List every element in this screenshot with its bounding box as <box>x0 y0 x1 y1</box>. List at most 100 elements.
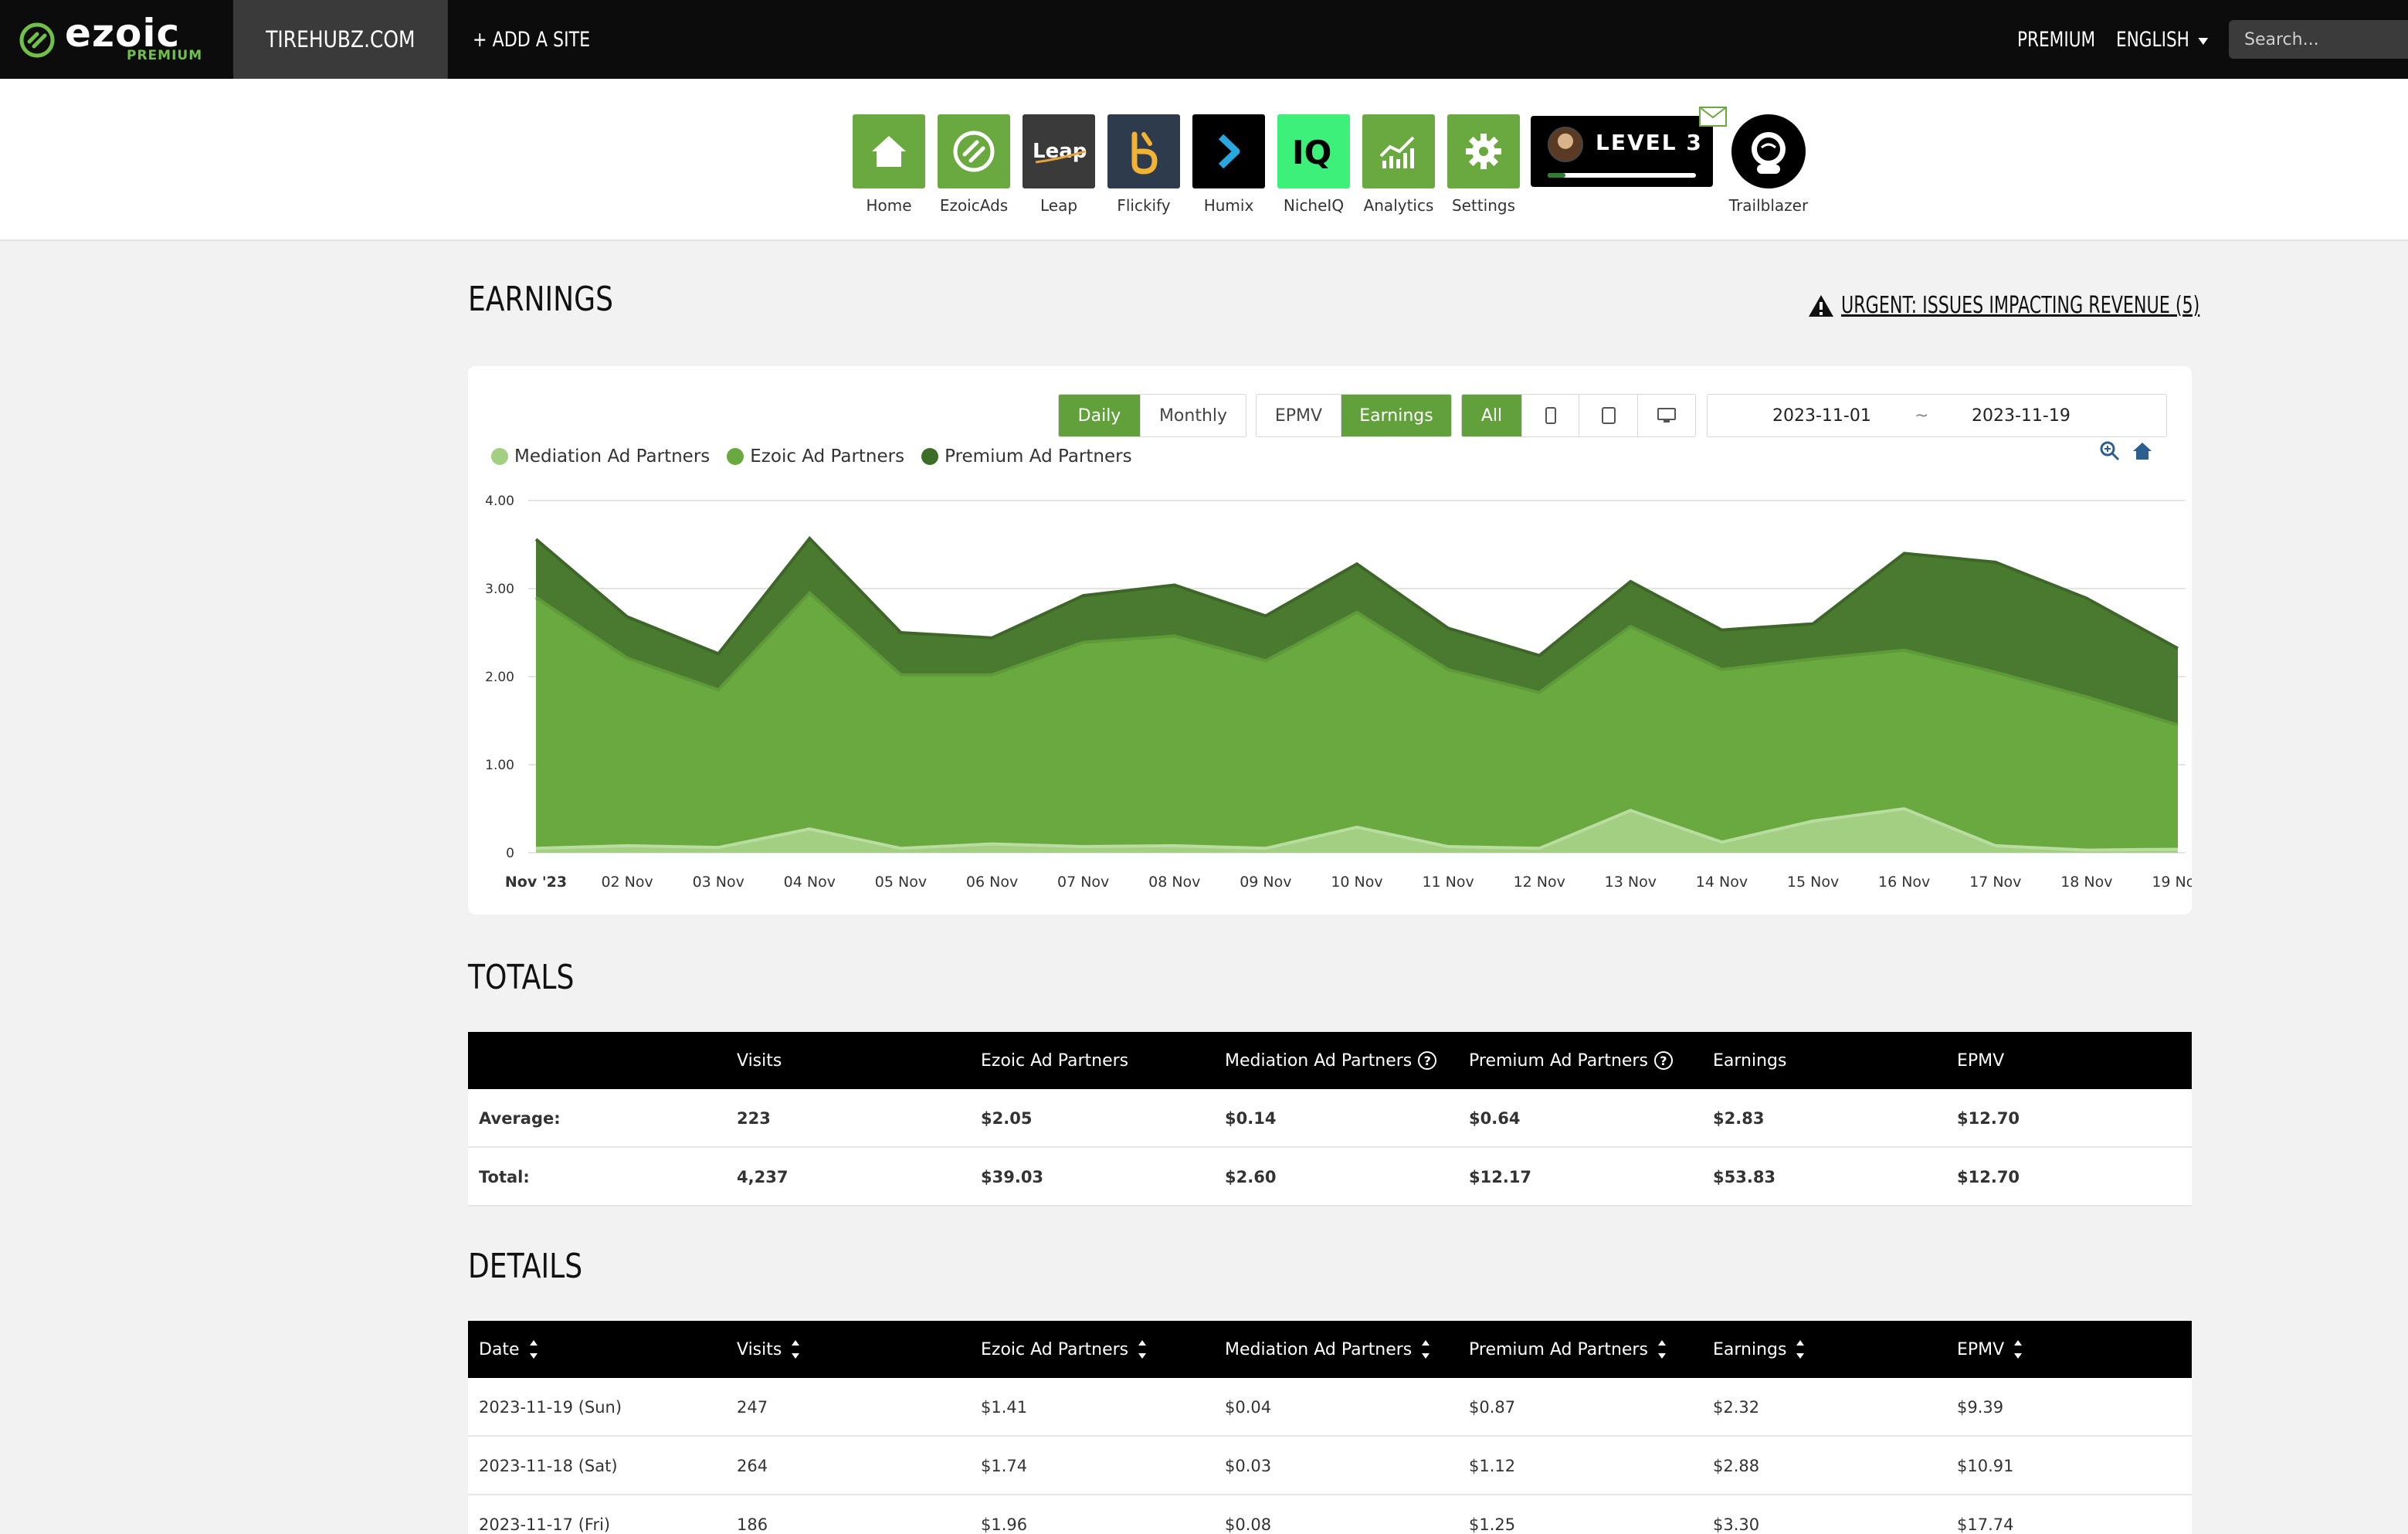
app-nicheiq[interactable]: IQ NicheIQ <box>1277 114 1350 215</box>
level-badge[interactable]: LEVEL 3 <box>1531 116 1713 187</box>
mail-icon[interactable] <box>1699 107 1727 127</box>
column-header-label: Mediation Ad Partners <box>1225 1339 1413 1359</box>
x-tick-label: 19 Nov <box>2152 874 2192 891</box>
column-header-label: Visits <box>737 1050 782 1071</box>
app-settings[interactable]: Settings <box>1447 114 1520 215</box>
app-launcher-strip: Home EzoicAds Leap Leap Flickify Humix I… <box>0 79 2408 241</box>
table-cell: $0.64 <box>1469 1109 1521 1128</box>
app-analytics[interactable]: Analytics <box>1362 114 1435 215</box>
x-tick-label: 10 Nov <box>1331 874 1382 891</box>
table-cell: $2.60 <box>1225 1168 1277 1186</box>
urgent-issues-link[interactable]: URGENT: ISSUES IMPACTING REVENUE (5) <box>1807 292 2325 319</box>
series-line-2 <box>534 535 2179 657</box>
chart-legend: Mediation Ad Partners Ezoic Ad Partners … <box>491 446 1149 467</box>
details-table: Date Visits Ezoic Ad Partners Mediation Ad … <box>468 1321 2192 1534</box>
column-header[interactable]: Ezoic Ad Partners <box>981 1321 1147 1378</box>
table-cell: 247 <box>737 1398 768 1417</box>
app-label: NicheIQ <box>1283 196 1345 215</box>
app-label: Flickify <box>1117 196 1171 215</box>
flickify-icon <box>1107 114 1180 188</box>
column-header: EPMV <box>1957 1032 2004 1089</box>
sort-icon[interactable] <box>529 1338 538 1361</box>
sort-icon[interactable] <box>2013 1338 2023 1361</box>
table-cell: $0.03 <box>1225 1457 1272 1475</box>
x-tick-label: 07 Nov <box>1057 874 1109 891</box>
legend-item-premium[interactable]: Premium Ad Partners <box>921 446 1132 467</box>
table-cell: 4,237 <box>737 1168 789 1186</box>
x-tick-label: 13 Nov <box>1605 874 1657 891</box>
search-input[interactable] <box>2229 20 2408 59</box>
x-tick-label: 04 Nov <box>784 874 836 891</box>
sort-icon[interactable] <box>1657 1338 1667 1361</box>
app-label: Humix <box>1203 196 1254 215</box>
legend-dot <box>491 448 508 465</box>
all-devices-button[interactable]: All <box>1462 395 1522 436</box>
earnings-button[interactable]: Earnings <box>1341 395 1451 436</box>
ezoicads-icon <box>938 114 1010 188</box>
language-dropdown[interactable]: ENGLISH <box>2116 0 2208 79</box>
x-tick-label: 03 Nov <box>693 874 744 891</box>
area-ezoic-ad-partners <box>536 592 2178 853</box>
logo-word: ezoic <box>65 11 181 56</box>
column-header[interactable]: EPMV <box>1957 1321 2023 1378</box>
add-site-link[interactable]: + ADD A SITE <box>473 27 591 52</box>
desktop-device-button[interactable] <box>1638 395 1695 436</box>
app-ezoicads[interactable]: EzoicAds <box>938 114 1010 215</box>
app-flickify[interactable]: Flickify <box>1107 114 1180 215</box>
site-selector-tab[interactable]: TIREHUBZ.COM <box>233 0 448 79</box>
column-header-label: Earnings <box>1713 1339 1787 1359</box>
column-header[interactable]: Date <box>479 1321 538 1378</box>
app-leap[interactable]: Leap Leap <box>1023 114 1095 215</box>
details-title: DETAILS <box>468 1247 583 1286</box>
premium-link[interactable]: PREMIUM <box>2017 27 2096 52</box>
help-icon[interactable]: ? <box>1418 1051 1437 1070</box>
table-cell: $12.17 <box>1469 1168 1532 1186</box>
monthly-button[interactable]: Monthly <box>1158 406 1228 426</box>
help-icon[interactable]: ? <box>1653 1051 1673 1070</box>
period-toggle: Daily Monthly <box>1058 394 1246 437</box>
mobile-icon <box>1545 407 1556 424</box>
trailblazer-badge[interactable]: Trailblazer <box>1729 114 1808 215</box>
sort-icon[interactable] <box>1796 1338 1805 1361</box>
table-header: Visits Ezoic Ad Partners Mediation Ad Part… <box>468 1032 2192 1089</box>
table-cell: 2023-11-18 (Sat) <box>479 1457 618 1475</box>
y-tick-label: 4.00 <box>485 494 514 509</box>
table-cell: $1.25 <box>1469 1515 1516 1534</box>
table-row: Total: 4,237 $39.03 $2.60 $12.17 $53.83 $12.70 <box>468 1148 2192 1206</box>
level-label: LEVEL 3 <box>1596 130 1703 155</box>
x-tick-label: 06 Nov <box>966 874 1018 891</box>
table-cell: $12.70 <box>1957 1109 2020 1128</box>
column-header[interactable]: Mediation Ad Partners <box>1225 1321 1430 1378</box>
column-header[interactable]: Premium Ad Partners <box>1469 1321 1667 1378</box>
tablet-icon <box>1601 407 1616 424</box>
epmv-button[interactable]: EPMV <box>1257 395 1341 436</box>
table-row: 2023-11-17 (Fri) 186 $1.96 $0.08 $1.25 $3.30 $… <box>468 1495 2192 1534</box>
x-tick-label: Nov '23 <box>505 874 567 891</box>
app-humix[interactable]: Humix <box>1192 114 1265 215</box>
x-tick-label: 15 Nov <box>1787 874 1839 891</box>
app-label: Analytics <box>1363 196 1434 215</box>
column-header: Ezoic Ad Partners <box>981 1032 1128 1089</box>
app-label: Home <box>866 196 912 215</box>
table-row: 2023-11-18 (Sat) 264 $1.74 $0.03 $1.12 $2.88 $… <box>468 1437 2192 1495</box>
column-header[interactable]: Earnings <box>1713 1321 1805 1378</box>
mobile-device-button[interactable] <box>1522 395 1579 436</box>
sort-icon[interactable] <box>1421 1338 1430 1361</box>
reset-zoom-home-icon[interactable] <box>2132 440 2153 462</box>
tablet-device-button[interactable] <box>1579 395 1638 436</box>
sort-icon[interactable] <box>791 1338 800 1361</box>
series-line-0 <box>535 806 2179 852</box>
date-range-picker[interactable]: 2023-11-01 ~ 2023-11-19 <box>1707 394 2167 437</box>
column-header[interactable]: Visits <box>737 1321 800 1378</box>
table-cell: $0.14 <box>1225 1109 1277 1128</box>
legend-item-mediation[interactable]: Mediation Ad Partners <box>491 446 710 467</box>
zoom-icon[interactable] <box>2099 440 2121 462</box>
app-home[interactable]: Home <box>853 114 925 215</box>
legend-item-ezoic[interactable]: Ezoic Ad Partners <box>727 446 904 467</box>
svg-text:Leap: Leap <box>1033 140 1087 163</box>
sort-icon[interactable] <box>1138 1338 1147 1361</box>
daily-button[interactable]: Daily <box>1059 395 1141 436</box>
app-label: EzoicAds <box>939 196 1009 215</box>
ezoic-logo[interactable]: ezoic PREMIUM <box>14 9 203 70</box>
logo-premium-label: PREMIUM <box>127 48 203 63</box>
